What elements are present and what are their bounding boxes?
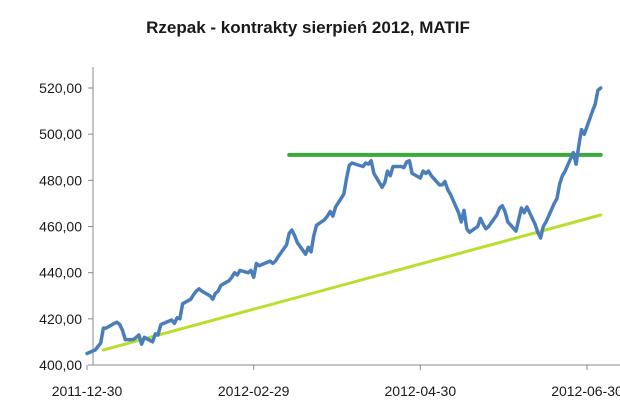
- y-tick-label: 440,00: [39, 265, 82, 281]
- plot-area: 400,00 420,00 440,00 460,00 480,00 500,00 520,…: [39, 67, 620, 399]
- x-tick-label: 2012-02-29: [218, 383, 290, 399]
- y-tick-label: 460,00: [39, 219, 82, 235]
- x-tick-label: 2012-04-30: [385, 383, 457, 399]
- x-tick-label: 2011-12-30: [52, 383, 123, 399]
- y-tick-label: 500,00: [39, 126, 82, 142]
- y-tick-label: 400,00: [39, 357, 82, 373]
- y-tick-label: 520,00: [39, 80, 82, 96]
- y-tick-label: 480,00: [39, 172, 82, 188]
- support-trend-line: [101, 213, 603, 352]
- price-series-line: [85, 86, 603, 356]
- x-tick-label: 2012-06-30: [551, 383, 620, 399]
- y-tick-label: 420,00: [39, 311, 82, 327]
- chart-title: Rzepak - kontrakty sierpień 2012, MATIF: [146, 18, 470, 37]
